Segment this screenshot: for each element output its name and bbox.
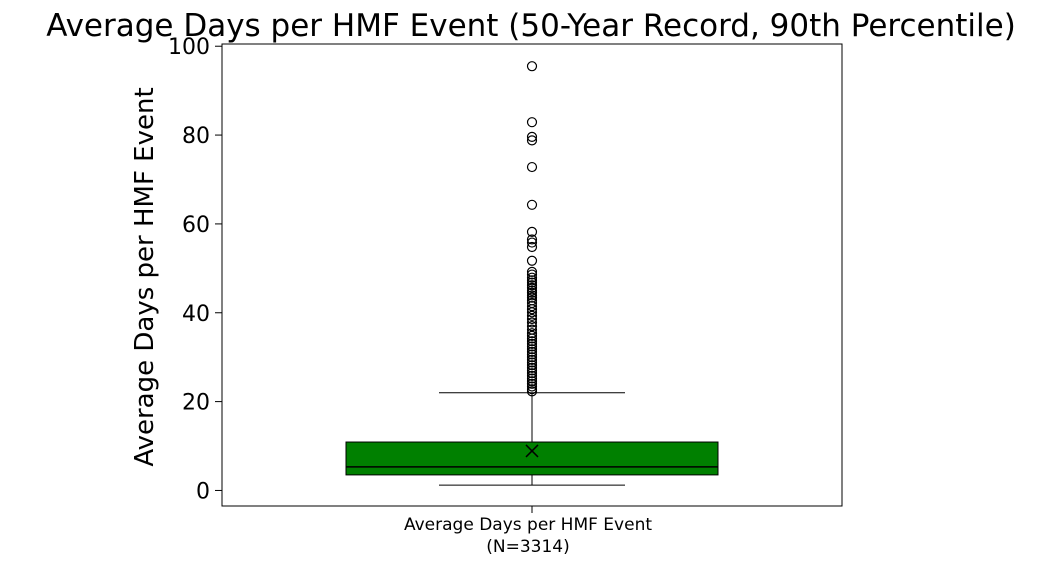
outlier-point — [526, 352, 538, 363]
mean-marker — [525, 444, 539, 458]
outlier-point — [526, 349, 538, 360]
outlier-point — [526, 357, 538, 368]
outlier-point — [526, 304, 538, 315]
outlier-point — [526, 199, 538, 210]
outlier-point — [526, 376, 538, 387]
y-tick-label: 100 — [168, 35, 210, 60]
y-axis-label: Average Days per HMF Event — [130, 87, 160, 466]
outlier-point — [526, 333, 538, 344]
outlier-point — [526, 237, 538, 248]
outlier-point — [526, 346, 538, 357]
outlier-point — [526, 255, 538, 266]
outlier-point — [526, 269, 538, 280]
outlier-point — [526, 330, 538, 341]
outlier-point — [526, 360, 538, 371]
outlier-point — [526, 131, 538, 142]
outlier-point — [526, 313, 538, 325]
outlier-point — [526, 61, 538, 72]
outlier-point — [526, 338, 538, 349]
outlier-point — [526, 365, 538, 376]
outlier-point — [526, 378, 538, 389]
outlier-point — [526, 241, 538, 253]
outlier-point — [526, 287, 538, 298]
outlier-point — [526, 368, 538, 379]
outlier-point — [526, 386, 538, 397]
outlier-point — [526, 300, 538, 312]
outlier-point — [526, 307, 538, 318]
outlier-point — [526, 354, 538, 365]
outlier-point — [526, 317, 538, 328]
interquartile-box — [345, 441, 719, 476]
outlier-point — [526, 280, 538, 291]
mean-marker-stroke — [525, 444, 539, 458]
y-tick-label: 40 — [182, 302, 210, 327]
outlier-point — [526, 370, 538, 381]
axis-layer: 0 20 40 60 80 100 Average Days per HMF Event(N… — [168, 35, 652, 557]
outlier-point — [526, 117, 538, 128]
outlier-point — [526, 381, 538, 392]
outlier-point — [526, 344, 538, 355]
outlier-point — [526, 277, 538, 288]
y-tick-label: 0 — [196, 479, 210, 504]
y-tick-label: 80 — [182, 124, 210, 149]
y-tick-label: 60 — [182, 213, 210, 238]
x-tick-label: Average Days per HMF Event — [404, 515, 652, 535]
outlier-point — [526, 373, 538, 384]
outlier-point — [526, 161, 538, 173]
outlier-point — [526, 328, 538, 339]
outlier-point — [526, 135, 538, 146]
outlier-point — [526, 362, 538, 373]
y-tick-label: 20 — [182, 391, 210, 416]
outlier-point — [526, 226, 538, 238]
outlier-point — [526, 320, 538, 332]
outlier-point — [526, 272, 538, 283]
outlier-point — [526, 282, 538, 293]
plot-layer — [345, 61, 719, 486]
outlier-point — [526, 341, 538, 352]
chart-title: Average Days per HMF Event (50-Year Reco… — [46, 8, 1016, 44]
outlier-point — [526, 234, 538, 245]
outlier-point — [526, 310, 538, 321]
x-tick-label: (N=3314) — [486, 537, 570, 557]
outlier-point — [526, 336, 538, 347]
